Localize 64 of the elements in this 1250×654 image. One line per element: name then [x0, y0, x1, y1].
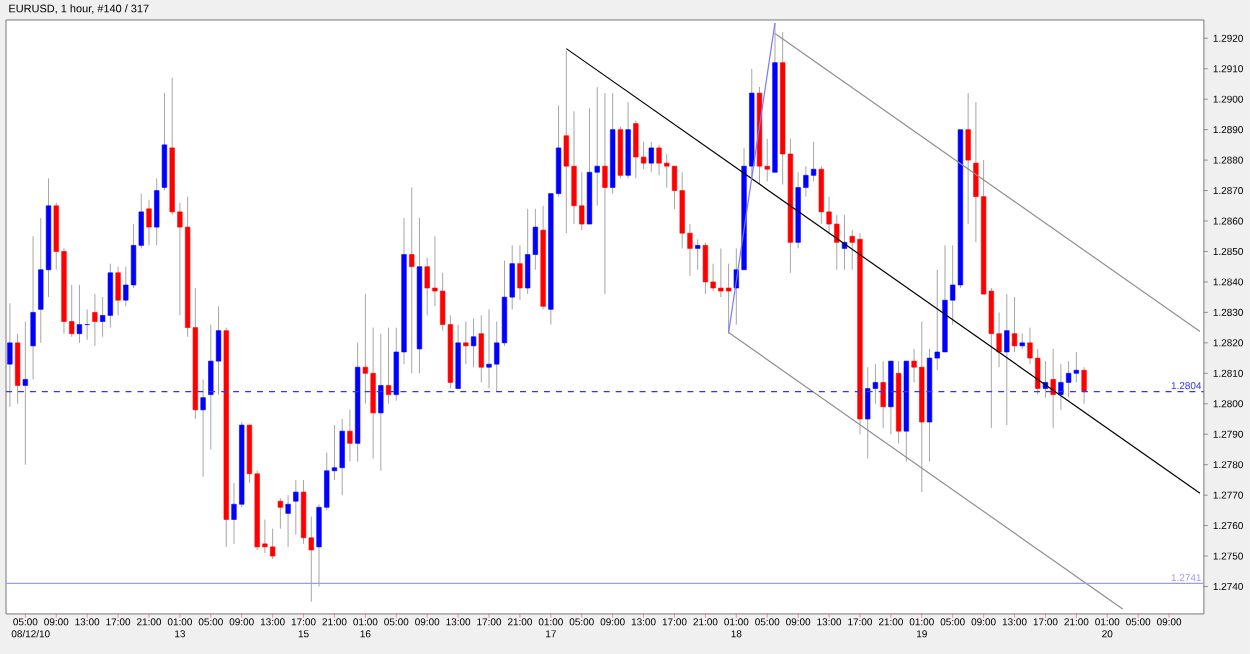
candlestick — [424, 257, 430, 316]
candlestick — [7, 302, 13, 408]
candlestick — [370, 327, 376, 460]
candlestick — [571, 110, 577, 225]
candlestick — [107, 263, 113, 329]
candlestick — [517, 244, 523, 301]
candlestick — [579, 171, 585, 231]
candlestick — [1042, 360, 1049, 399]
candlestick — [347, 409, 353, 463]
candlestick — [718, 247, 724, 298]
candlestick — [880, 360, 886, 429]
candlestick — [14, 333, 21, 405]
candlestick — [1073, 351, 1079, 383]
candlestick — [633, 120, 639, 179]
candlestick — [888, 360, 894, 435]
candlestick — [30, 235, 36, 380]
candlestick — [409, 187, 415, 374]
candlestick — [215, 305, 222, 396]
candlestick — [146, 199, 152, 246]
candlestick — [648, 141, 654, 173]
candlestick — [463, 321, 469, 365]
candlestick — [339, 418, 345, 496]
candlestick — [602, 92, 608, 295]
candlestick — [1011, 296, 1018, 353]
candlestick — [865, 366, 871, 460]
candlestick — [834, 214, 840, 271]
candlestick — [525, 208, 531, 295]
candlestick — [625, 101, 631, 179]
candlestick — [656, 144, 662, 176]
candlestick — [200, 378, 206, 478]
candlestick — [695, 238, 701, 271]
candlestick — [664, 153, 670, 189]
candlestick — [385, 327, 392, 405]
candlestick — [679, 171, 685, 249]
candlestick — [76, 284, 83, 344]
candlestick — [810, 141, 817, 182]
candlestick — [115, 266, 121, 316]
candlestick — [1058, 363, 1064, 411]
candlestick — [92, 293, 98, 347]
candlestick — [161, 92, 168, 192]
candlestick — [378, 333, 384, 472]
candlestick — [277, 497, 283, 530]
candlestick — [208, 324, 214, 450]
candlestick — [22, 321, 28, 466]
candlestick — [478, 314, 484, 383]
candlestick — [725, 263, 732, 335]
candlestick — [617, 126, 624, 179]
candlestick — [154, 177, 160, 246]
candlestick — [270, 528, 276, 560]
candlestick — [1066, 360, 1072, 399]
candlestick — [285, 494, 291, 548]
candlestick — [563, 49, 569, 234]
candlestick — [1004, 293, 1010, 426]
candlestick — [1081, 366, 1087, 405]
candlestick — [455, 324, 461, 390]
candlestick — [965, 92, 971, 225]
candlestick — [818, 165, 824, 225]
candlestick — [486, 308, 492, 390]
candlestick — [1050, 348, 1056, 429]
candlestick — [293, 479, 299, 536]
candlestick — [1035, 348, 1041, 396]
candlestick — [702, 241, 709, 295]
candlestick — [470, 318, 477, 368]
candlestick — [300, 479, 307, 545]
